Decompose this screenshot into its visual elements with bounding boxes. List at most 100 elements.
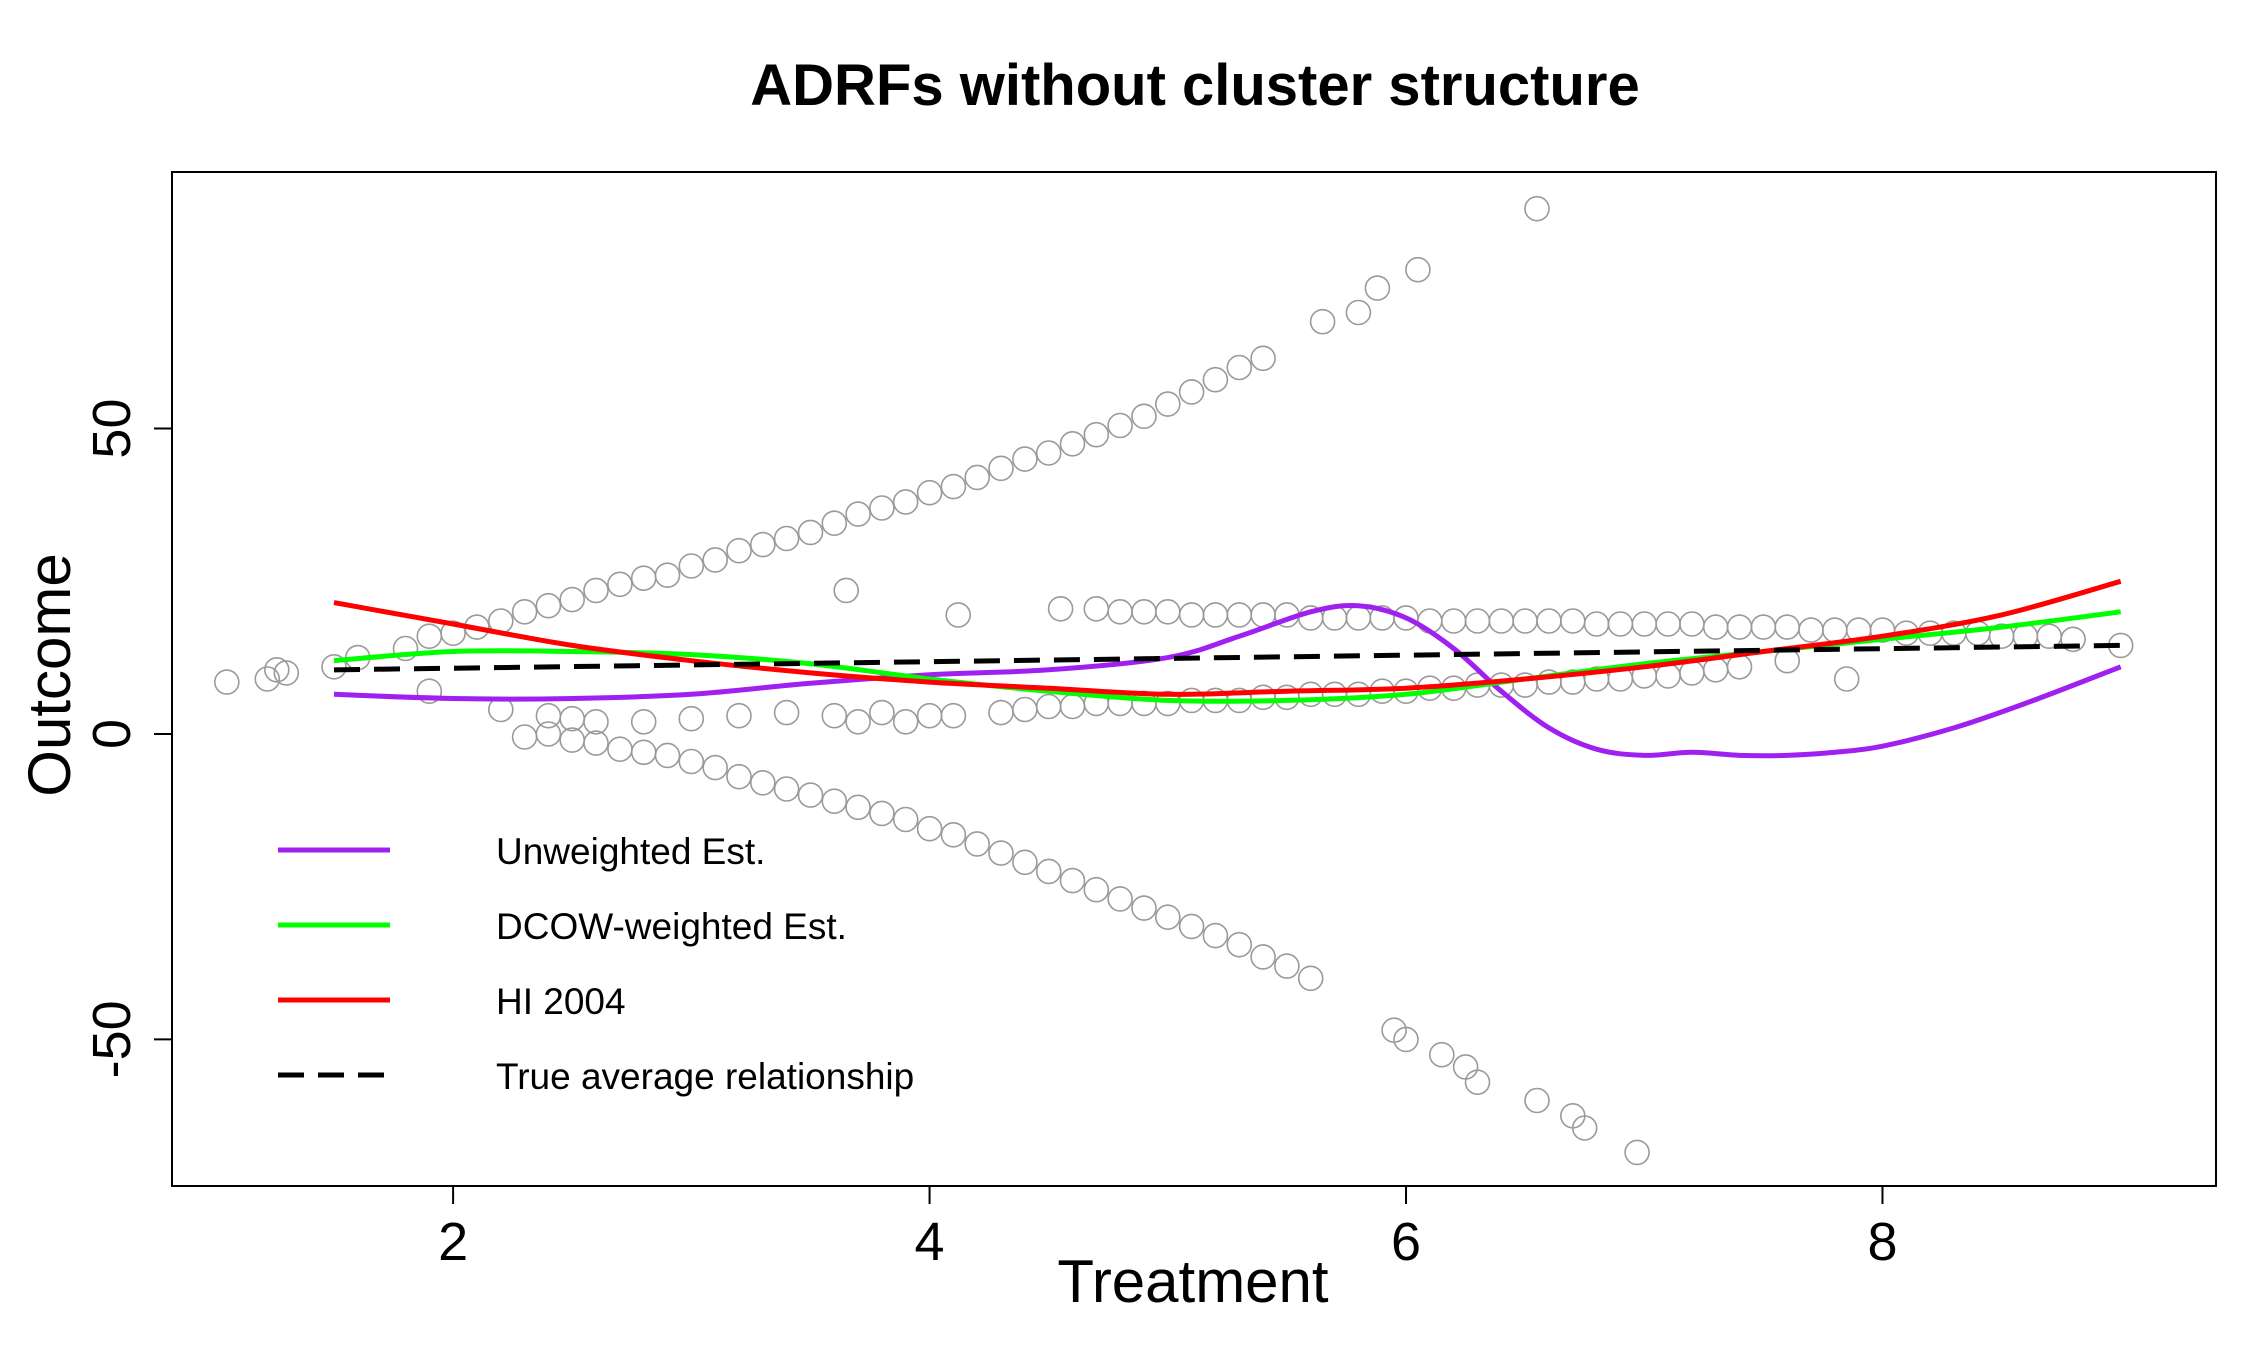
scatter-point [1155,904,1181,931]
scatter-point [583,708,609,735]
scatter-point [1393,1026,1419,1053]
scatter-point [607,571,633,598]
scatter-point [1345,299,1372,326]
scatter-point [1155,391,1181,417]
scatter-point [1047,595,1074,622]
scatter-point [1131,403,1157,430]
scatter-point [535,592,562,619]
scatter-point [964,831,991,857]
scatter-point [773,776,800,802]
scatter-point [833,577,860,604]
scatter-point [1226,931,1253,958]
scatter-point [1833,666,1860,692]
scatter-point [678,705,705,732]
scatter-point [273,660,300,686]
scatter-point [1309,308,1336,335]
scatter-point [654,742,681,769]
scatter-point [749,769,776,796]
scatter-point [940,702,967,729]
scatter-point [1364,275,1391,301]
scatter-point [1178,379,1205,405]
scatter-point [1131,895,1157,921]
scatter-point [869,699,895,726]
legend-item-dcow: DCOW-weighted Est. [278,906,847,947]
series-line-true [333,642,2121,673]
scatter-point [702,754,729,781]
scatter-point [1524,1087,1550,1114]
legend-label-true: True average relationship [496,1056,914,1097]
scatter-point [535,721,562,747]
scatter-point [940,473,967,500]
series-line-unweighted [333,602,2122,759]
scatter-point [2060,626,2086,653]
scatter-point [845,794,871,821]
scatter-point [702,547,729,573]
scatter-point [1107,412,1133,439]
scatter-point [1083,421,1110,448]
scatter-point [559,586,586,613]
legend-item-true: True average relationship [278,1056,914,1097]
x-tick-label: 2 [438,1212,468,1272]
scatter-point [1059,430,1086,457]
scatter-point [630,708,657,735]
y-tick-label: 0 [82,719,142,749]
scatter-point [583,577,609,604]
scatter-point [916,479,943,506]
scatter-point [1250,345,1276,372]
scatter-point [869,800,895,827]
scatter-point [1202,922,1229,949]
legend: Unweighted Est. DCOW-weighted Est. HI 20… [278,831,914,1097]
plot-frame [171,171,2217,1187]
scatter-point [892,806,919,833]
series-line-hi2004 [333,578,2122,697]
scatter-point [1274,953,1300,979]
scatter-point [1297,965,1324,992]
scatter-point [726,702,752,729]
scatter-point [1035,440,1062,466]
scatter-point [1202,366,1229,393]
legend-item-unweighted: Unweighted Est. [278,831,765,872]
scatter-point [1107,886,1133,912]
y-axis-label: Outcome [16,553,83,796]
x-tick-label: 6 [1391,1212,1421,1272]
legend-label-dcow: DCOW-weighted Est. [496,906,847,947]
scatter-point [440,620,466,647]
scatter-point [945,602,972,628]
scatter-point [1250,944,1276,970]
scatter-point [964,464,991,491]
chart-title: ADRFs without cluster structure [750,53,1639,118]
scatter-point [1571,1115,1598,1141]
scatter-point [821,788,848,815]
scatter-point [254,666,281,692]
scatter-point [1405,256,1431,283]
scatter-point [773,699,800,726]
scatter-point [1012,849,1038,876]
scatter-point [416,678,443,705]
scatter-point [1429,1041,1455,1068]
scatter-point [940,821,967,848]
scatter-point [321,653,347,680]
series-layer [333,578,2122,759]
legend-label-hi2004: HI 2004 [496,981,626,1022]
scatter-point [821,510,848,537]
scatter-point [1178,913,1205,940]
scatter-point [821,702,848,729]
scatter-point [1083,876,1110,903]
scatter-point [726,537,752,564]
scatter-point [797,519,824,546]
scatter-layer [214,195,2134,1166]
y-tick-label: 50 [82,399,142,459]
scatter-point [892,489,919,515]
scatter-point [845,708,871,735]
scatter-point [869,495,895,521]
scatter-point [773,525,800,552]
x-tick-label: 4 [915,1212,945,1272]
scatter-point [845,501,871,527]
scatter-point [1624,1139,1650,1166]
scatter-point [583,730,609,756]
scatter-point [916,815,943,842]
scatter-point [1059,867,1086,894]
scatter-point [988,455,1014,482]
scatter-point [749,531,776,558]
